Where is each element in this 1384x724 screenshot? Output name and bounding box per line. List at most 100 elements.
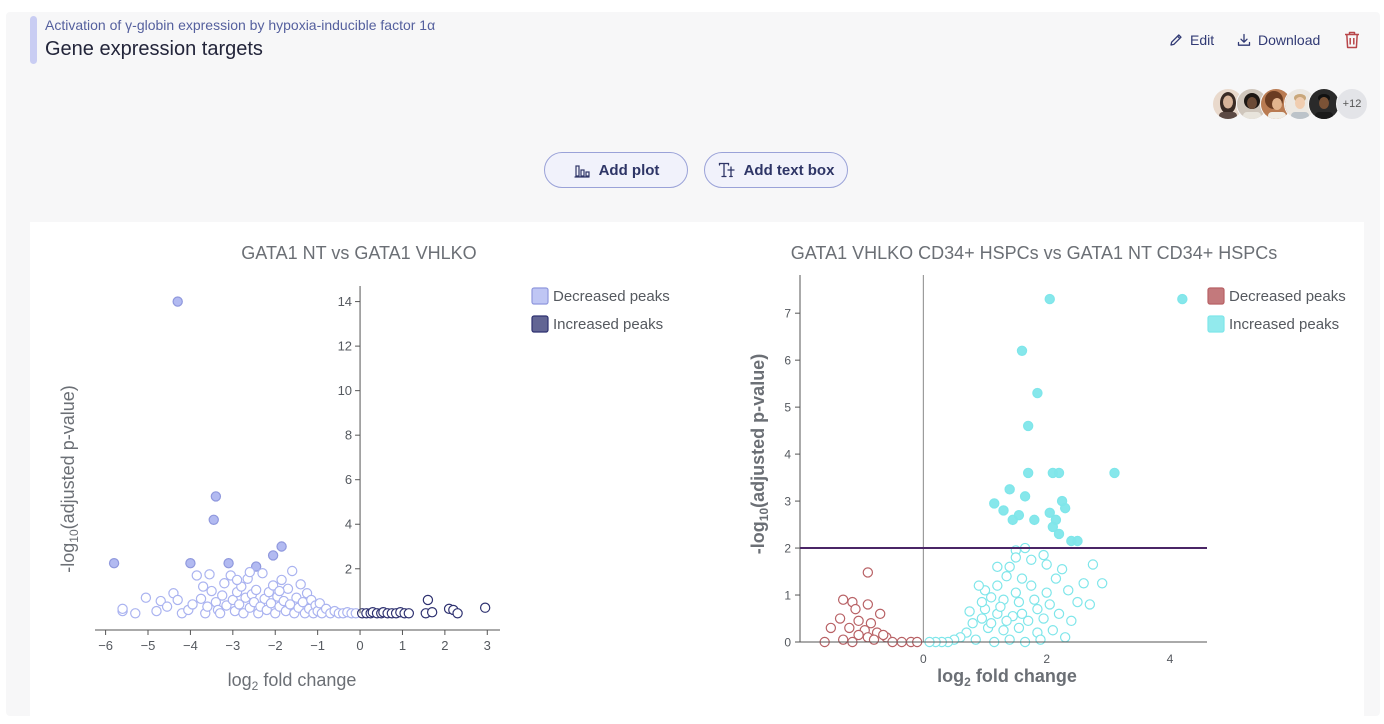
decreased-peak-point[interactable]: [850, 603, 861, 615]
increased-peak-point[interactable]: [989, 498, 1000, 509]
decreased-peak-point[interactable]: [837, 594, 849, 605]
increased-peak-point[interactable]: [1016, 573, 1028, 584]
increased-peak-point[interactable]: [976, 596, 988, 608]
decreased-peak-point[interactable]: [233, 599, 245, 610]
decreased-peak-point[interactable]: [172, 296, 183, 307]
increased-peak-point[interactable]: [1072, 596, 1083, 608]
decreased-peak-point[interactable]: [878, 629, 889, 641]
decreased-peak-point[interactable]: [217, 590, 228, 601]
increased-peak-point[interactable]: [426, 606, 438, 618]
decreased-peak-point[interactable]: [868, 634, 880, 645]
increased-peak-point[interactable]: [998, 625, 1009, 636]
decreased-peak-point[interactable]: [206, 585, 217, 597]
decreased-peak-point[interactable]: [257, 568, 268, 579]
increased-peak-point[interactable]: [1072, 535, 1083, 547]
decreased-peak-point[interactable]: [155, 595, 166, 607]
increased-peak-point[interactable]: [973, 580, 985, 591]
legend-swatch-increased[interactable]: [531, 315, 549, 333]
increased-peak-point[interactable]: [1087, 559, 1099, 570]
add-text-box-button[interactable]: Add text box: [704, 152, 848, 188]
increased-peak-point[interactable]: [1109, 467, 1120, 479]
increased-peak-point[interactable]: [1022, 615, 1034, 627]
increased-peak-point[interactable]: [1044, 293, 1055, 305]
decreased-peak-point[interactable]: [834, 613, 846, 624]
increased-peak-point[interactable]: [403, 608, 415, 619]
increased-peak-point[interactable]: [1001, 615, 1012, 627]
increased-peak-point[interactable]: [1026, 580, 1037, 591]
increased-peak-point[interactable]: [1044, 599, 1055, 610]
increased-peak-point[interactable]: [1059, 632, 1071, 643]
decreased-peak-point[interactable]: [862, 567, 874, 578]
increased-peak-point[interactable]: [1038, 549, 1049, 561]
delete-button[interactable]: [1343, 30, 1361, 50]
more-collaborators-badge[interactable]: +12: [1336, 88, 1368, 120]
increased-peak-point[interactable]: [1032, 387, 1043, 399]
increased-peak-point[interactable]: [1026, 554, 1037, 565]
decreased-peak-point[interactable]: [844, 622, 855, 634]
decreased-peak-point[interactable]: [250, 584, 262, 596]
increased-peak-point[interactable]: [1056, 563, 1068, 575]
increased-peak-point[interactable]: [1013, 596, 1025, 608]
download-button[interactable]: Download: [1236, 30, 1320, 50]
increased-peak-point[interactable]: [998, 505, 1009, 516]
decreased-peak-point[interactable]: [214, 608, 226, 619]
increased-peak-point[interactable]: [1177, 293, 1188, 305]
increased-peak-point[interactable]: [422, 594, 434, 606]
increased-peak-point[interactable]: [1022, 420, 1034, 432]
increased-peak-point[interactable]: [1019, 491, 1031, 502]
decreased-peak-point[interactable]: [195, 593, 207, 605]
decreased-peak-point[interactable]: [874, 608, 886, 620]
decreased-peak-point[interactable]: [837, 634, 849, 645]
decreased-peak-point[interactable]: [223, 558, 234, 569]
decreased-peak-point[interactable]: [191, 570, 202, 581]
decreased-peak-point[interactable]: [267, 550, 279, 561]
decreased-peak-point[interactable]: [250, 561, 262, 572]
decreased-peak-point[interactable]: [202, 601, 213, 612]
decreased-peak-point[interactable]: [185, 558, 196, 569]
increased-peak-point[interactable]: [452, 608, 463, 619]
decreased-peak-point[interactable]: [187, 599, 198, 610]
increased-peak-point[interactable]: [1029, 514, 1040, 526]
increased-peak-point[interactable]: [1038, 613, 1049, 624]
increased-peak-point[interactable]: [1032, 603, 1043, 615]
decreased-peak-point[interactable]: [221, 600, 232, 611]
decreased-peak-point[interactable]: [219, 578, 230, 589]
increased-peak-point[interactable]: [1053, 608, 1065, 620]
decreased-peak-point[interactable]: [130, 608, 141, 619]
increased-peak-point[interactable]: [1004, 484, 1015, 495]
increased-peak-point[interactable]: [1053, 528, 1065, 540]
increased-peak-point[interactable]: [479, 602, 491, 613]
decreased-peak-point[interactable]: [204, 569, 215, 580]
decreased-peak-point[interactable]: [825, 622, 837, 634]
increased-peak-point[interactable]: [1044, 507, 1055, 519]
increased-peak-point[interactable]: [1029, 594, 1040, 605]
decreased-peak-point[interactable]: [208, 514, 219, 525]
decreased-peak-point[interactable]: [862, 599, 874, 610]
increased-peak-point[interactable]: [1041, 559, 1052, 570]
increased-peak-point[interactable]: [992, 580, 1003, 591]
increased-peak-point[interactable]: [1001, 571, 1012, 582]
decreased-peak-point[interactable]: [172, 594, 183, 606]
increased-peak-point[interactable]: [1047, 625, 1059, 636]
decreased-peak-point[interactable]: [314, 598, 325, 609]
increased-peak-point[interactable]: [964, 606, 975, 617]
decreased-peak-point[interactable]: [267, 580, 279, 591]
decreased-peak-point[interactable]: [210, 491, 222, 502]
decreased-peak-point[interactable]: [865, 618, 877, 629]
decreased-peak-point[interactable]: [161, 601, 173, 612]
increased-peak-point[interactable]: [1096, 578, 1108, 589]
increased-peak-point[interactable]: [1004, 561, 1015, 573]
legend-swatch-decreased[interactable]: [1207, 287, 1225, 305]
increased-peak-point[interactable]: [1004, 634, 1015, 645]
decreased-peak-point[interactable]: [274, 585, 285, 597]
increased-peak-point[interactable]: [1084, 599, 1096, 610]
increased-peak-point[interactable]: [985, 592, 997, 603]
increased-peak-point[interactable]: [1007, 514, 1018, 526]
decreased-peak-point[interactable]: [853, 615, 864, 627]
increased-peak-point[interactable]: [1041, 587, 1052, 598]
decreased-peak-point[interactable]: [276, 541, 287, 552]
decreased-peak-point[interactable]: [140, 592, 152, 603]
increased-peak-point[interactable]: [967, 618, 978, 629]
increased-peak-point[interactable]: [1053, 467, 1065, 479]
decreased-peak-point[interactable]: [108, 558, 120, 569]
